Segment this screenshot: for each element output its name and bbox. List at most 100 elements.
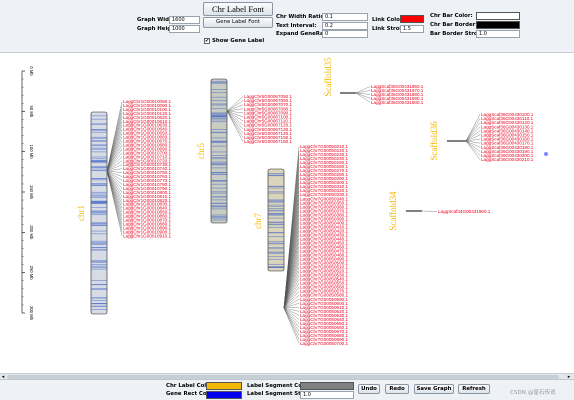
gene-density-stripe xyxy=(91,261,107,262)
gene-density-stripe xyxy=(91,144,107,146)
horizontal-scrollbar[interactable]: ◂ ▸ xyxy=(0,374,574,380)
save-graph-button[interactable]: Save Graph xyxy=(414,384,454,394)
gene-density-stripe xyxy=(211,158,227,160)
graph-width-field[interactable]: 1600 xyxy=(169,16,200,24)
chr7-gene-label: LaggChr7G00050650.1 xyxy=(300,321,348,326)
scaffold36-link xyxy=(465,122,481,142)
gene-density-stripe xyxy=(211,82,227,84)
scaffold35-link xyxy=(355,92,371,99)
gene-density-stripe xyxy=(268,221,284,223)
scroll-left-icon[interactable]: ◂ xyxy=(1,374,5,380)
gene-density-stripe xyxy=(211,199,227,201)
chr-width-ratio-field[interactable]: 0.1 xyxy=(322,13,368,21)
gene-density-stripe xyxy=(91,166,107,168)
axis-tick-label: 250 Mb xyxy=(29,266,34,281)
gene-density-stripe xyxy=(91,267,107,268)
gene-density-stripe xyxy=(91,214,107,216)
gene-rect-color-label: Gene Rect Color: xyxy=(166,391,217,397)
chr1-link xyxy=(106,164,123,172)
chr5-link xyxy=(226,104,244,112)
gene-density-stripe xyxy=(91,129,107,131)
chr5-gene-label: LaggChr5G00067060.1 xyxy=(244,98,292,103)
expand-gene-range-field[interactable]: 0 xyxy=(322,30,368,38)
gene-density-stripe xyxy=(211,140,227,142)
chr5-link xyxy=(226,110,244,122)
chr1-gene-label: LaggChr1G00010680.1 xyxy=(123,142,171,147)
chr1-link xyxy=(106,133,123,172)
chr1-gene-label: LaggChr1G00010100.1 xyxy=(123,107,171,112)
gene-density-stripe xyxy=(91,249,107,251)
gene-density-stripe xyxy=(91,224,107,226)
gene-density-stripe xyxy=(91,195,107,197)
chr7-gene-label: LaggChr7G00050310.1 xyxy=(300,184,348,189)
gene-density-stripe xyxy=(91,207,107,208)
link-color-label: Link Color: xyxy=(372,17,405,23)
gene-rect-color-swatch[interactable] xyxy=(206,391,242,399)
gene-density-stripe xyxy=(91,212,107,213)
gene-density-stripe xyxy=(211,205,227,207)
bar-border-stroke-field[interactable]: 1.0 xyxy=(476,30,520,38)
link-color-swatch[interactable] xyxy=(400,15,424,23)
chr-label-color-swatch[interactable] xyxy=(206,382,242,390)
gene-density-stripe xyxy=(268,208,284,209)
chr7-gene-label: LaggChr7G00050350.1 xyxy=(300,200,348,205)
chr-bar-color-swatch[interactable] xyxy=(476,12,520,20)
gene-density-stripe xyxy=(211,89,227,90)
gene-density-stripe xyxy=(91,156,107,158)
scaffold36-gene-label: LaggScaf36G00430160.1 xyxy=(481,137,534,142)
chr1-gene-label: LaggChr1G00010650.1 xyxy=(123,131,171,136)
gene-label-font-button[interactable]: Gene Label Font xyxy=(203,17,273,28)
chr-bar-color-label: Chr Bar Color: xyxy=(430,13,473,19)
gene-density-stripe xyxy=(211,131,227,133)
gene-density-stripe xyxy=(91,288,107,289)
scaffold36-label: Scaffold36 xyxy=(429,121,439,161)
chr1-gene-label: LaggChr1G00010700.1 xyxy=(123,150,171,155)
redo-button[interactable]: Redo xyxy=(385,384,409,394)
chr7-gene-label: LaggChr7G00050700.1 xyxy=(300,341,348,346)
gene-density-stripe xyxy=(211,81,227,82)
gene-density-stripe xyxy=(91,212,107,214)
gene-density-stripe xyxy=(268,213,284,215)
chr5-gene-label: LaggChr5G00067120.1 xyxy=(244,123,292,128)
scaffold36-gene-label: LaggScaf36G00430190.1 xyxy=(481,149,534,154)
text-interval-field[interactable]: 0.2 xyxy=(322,22,368,30)
gene-density-stripe xyxy=(91,305,107,307)
gene-density-stripe xyxy=(211,121,227,123)
scrollbar-thumb[interactable] xyxy=(7,375,559,379)
chr7-link xyxy=(283,295,300,309)
scaffold34-label: Scaffold34 xyxy=(388,191,398,231)
chr1-link xyxy=(106,170,123,201)
gene-density-stripe xyxy=(211,172,227,173)
chr7-link xyxy=(283,307,300,309)
label-segment-color-swatch[interactable] xyxy=(300,382,354,390)
chr-label-font-button[interactable]: Chr Label Font xyxy=(203,2,273,16)
show-gene-label-checkbox[interactable]: ✔ xyxy=(204,38,210,44)
chr7-gene-label: LaggChr7G00050660.1 xyxy=(300,325,348,330)
gene-density-stripe xyxy=(91,185,107,187)
undo-button[interactable]: Undo xyxy=(358,384,380,394)
gene-density-stripe xyxy=(268,248,284,250)
gene-density-stripe xyxy=(91,303,107,305)
chr-bar-border-swatch[interactable] xyxy=(476,21,520,29)
gene-density-stripe xyxy=(268,187,284,189)
chr1-link xyxy=(106,136,123,172)
gene-density-stripe xyxy=(91,123,107,125)
gene-density-stripe xyxy=(268,185,284,187)
chr7-gene-label: LaggChr7G00050240.1 xyxy=(300,156,348,161)
refresh-button[interactable]: Refresh xyxy=(458,384,490,394)
graph-height-field[interactable]: 1000 xyxy=(169,25,200,33)
gene-density-stripe xyxy=(211,202,227,204)
gene-density-stripe xyxy=(91,233,107,235)
label-segment-stroke-field[interactable]: 1.0 xyxy=(300,391,354,399)
gene-density-stripe xyxy=(268,192,284,194)
scroll-right-icon[interactable]: ▸ xyxy=(567,374,571,380)
chr7-link xyxy=(283,283,300,309)
gene-density-stripe xyxy=(91,147,107,149)
scaffold35-gene-label: LaggScaf35G00431860.1 xyxy=(371,84,424,89)
gene-density-stripe xyxy=(268,224,284,226)
link-stroke-field[interactable]: 1.5 xyxy=(400,25,424,33)
chr1-gene-label: LaggChr1G00010720.1 xyxy=(123,158,171,163)
chr1-gene-label: LaggChr1G00010690.1 xyxy=(123,146,171,151)
chr1-gene-label: LaggChr1G00010780.1 xyxy=(123,182,171,187)
scaffold35-link xyxy=(355,92,371,103)
